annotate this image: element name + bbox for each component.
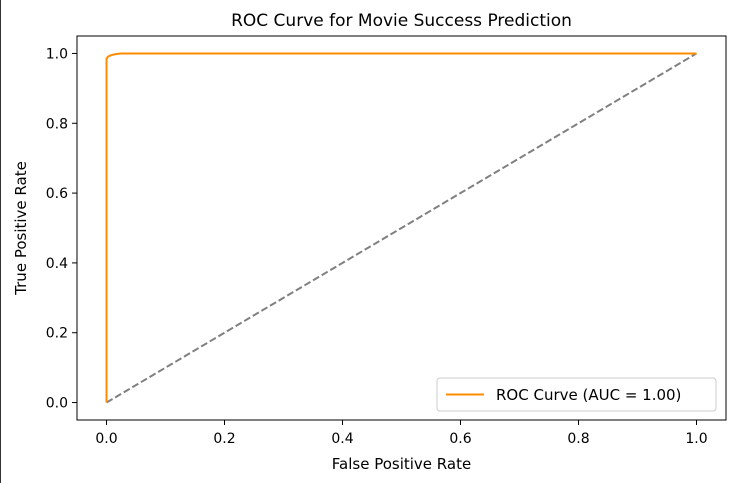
y-axis-ticks: 0.0 0.2 0.4 0.6 0.8 1.0 bbox=[46, 46, 77, 412]
roc-curve-line bbox=[105, 52, 697, 403]
legend: ROC Curve (AUC = 1.00) bbox=[436, 377, 717, 412]
y-tick-label: 0.0 bbox=[46, 396, 68, 412]
y-axis-label: True Positive Rate bbox=[12, 161, 30, 296]
random-baseline-line bbox=[105, 52, 698, 404]
window-left-border bbox=[0, 0, 1, 483]
x-tick-label: 1.0 bbox=[685, 431, 707, 447]
x-axis-ticks: 0.0 0.2 0.4 0.6 0.8 1.0 bbox=[95, 420, 708, 447]
x-tick-label: 0.2 bbox=[213, 431, 235, 447]
x-tick-label: 0.8 bbox=[567, 431, 589, 447]
y-tick-label: 0.2 bbox=[46, 326, 68, 342]
x-axis-label: False Positive Rate bbox=[332, 455, 471, 473]
x-tick-label: 0.4 bbox=[331, 431, 353, 447]
legend-label-roc: ROC Curve (AUC = 1.00) bbox=[496, 386, 681, 404]
x-tick-label: 0.6 bbox=[449, 431, 471, 447]
y-tick-label: 0.8 bbox=[46, 116, 68, 132]
y-tick-label: 0.4 bbox=[46, 256, 68, 272]
y-tick-label: 0.6 bbox=[46, 186, 68, 202]
x-tick-label: 0.0 bbox=[95, 431, 117, 447]
plot-area-frame bbox=[76, 35, 727, 421]
plot-lines bbox=[105, 52, 698, 404]
legend-box bbox=[436, 377, 717, 412]
y-tick-label: 1.0 bbox=[46, 46, 68, 62]
chart-title: ROC Curve for Movie Success Prediction bbox=[231, 11, 572, 31]
